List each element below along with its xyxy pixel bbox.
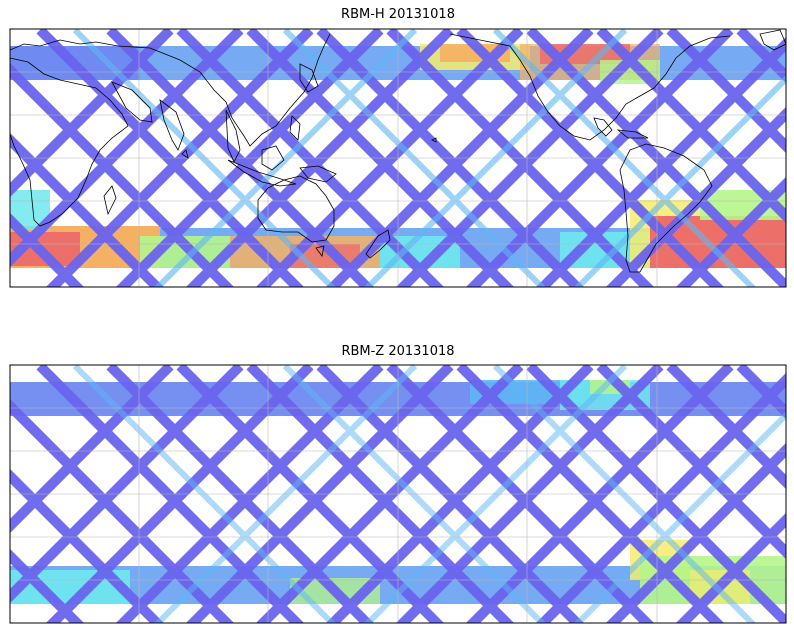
graticule-rbm-z xyxy=(10,365,786,623)
map-panel-rbm-h xyxy=(9,28,787,288)
heatmap-overlay-rbm-z xyxy=(10,365,786,623)
panel-title-rbm-z: RBM-Z 20131018 xyxy=(341,344,455,359)
panel-title-rbm-h: RBM-H 20131018 xyxy=(341,7,455,22)
graticule-rbm-h xyxy=(10,29,786,287)
map-panel-rbm-z xyxy=(9,364,787,624)
map-frame-rbm-z xyxy=(9,364,787,624)
map-frame-rbm-h xyxy=(9,28,787,288)
